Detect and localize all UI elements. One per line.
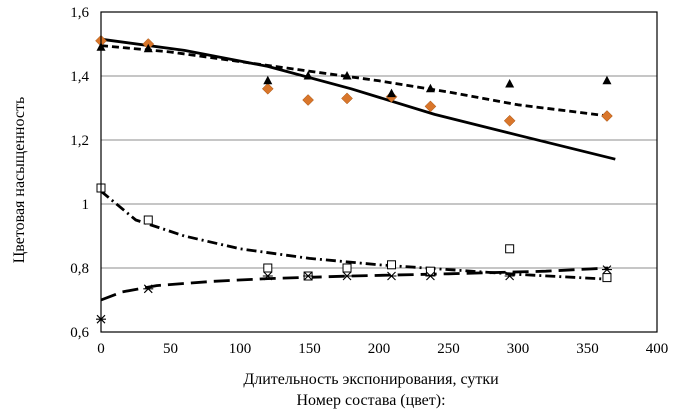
legend-title: Номер состава (цвет): <box>296 392 445 409</box>
trend-line-2 <box>100 44 609 118</box>
grid <box>101 75 657 269</box>
data-point-series-2 <box>342 71 352 80</box>
data-point-series-3 <box>143 215 153 225</box>
y-tick-label: 1,4 <box>70 69 89 85</box>
data-point-series-4 <box>425 271 436 281</box>
plot-area-frame <box>100 11 658 333</box>
data-point-series-3 <box>342 263 352 273</box>
x-tick-label: 150 <box>298 341 321 357</box>
y-tick-label: 1 <box>82 197 90 213</box>
data-point-series-2 <box>143 43 153 53</box>
data-point-series-2 <box>387 88 397 98</box>
x-tick-label: 100 <box>229 341 252 357</box>
data-point-series-4 <box>262 271 273 281</box>
data-point-series-2 <box>263 75 273 85</box>
data-point-series-1 <box>424 100 437 113</box>
x-tick-label: 250 <box>437 341 460 357</box>
y-tick-label: 0,8 <box>70 261 89 277</box>
x-tick-label: 350 <box>576 341 599 357</box>
x-tick-label: 50 <box>163 341 178 357</box>
data-point-series-2 <box>425 83 435 93</box>
trend-line-4 <box>100 266 609 302</box>
data-point-series-1 <box>302 94 314 106</box>
x-tick-label: 0 <box>97 341 105 357</box>
x-tick-label: 400 <box>646 341 669 357</box>
data-point-series-3 <box>387 260 397 270</box>
data-point-series-1 <box>601 110 613 122</box>
data-point-series-1 <box>261 82 274 95</box>
data-point-series-1 <box>503 114 516 127</box>
data-point-series-4 <box>143 284 154 294</box>
data-point-series-2 <box>505 79 515 88</box>
data-point-series-4 <box>303 271 314 281</box>
data-point-series-4 <box>601 265 612 274</box>
data-point-series-2 <box>602 75 612 85</box>
data-point-series-4 <box>342 271 353 281</box>
data-point-series-2 <box>303 71 313 80</box>
y-axis-title: Цветовая насыщенность <box>11 97 28 264</box>
data-point-series-3 <box>425 266 435 276</box>
data-point-series-4 <box>386 271 397 281</box>
tick-labels: 0 50 100 150 200 250 300 350 400 0,6 0,8 1 1,2 1,4 1,6 <box>70 5 668 357</box>
data-point-series-4 <box>504 271 515 281</box>
data-point-series-1 <box>341 92 353 105</box>
y-tick-label: 0,6 <box>70 325 89 341</box>
data-point-series-3 <box>602 273 612 283</box>
data-point-series-3 <box>505 244 515 254</box>
trend-line-1 <box>100 37 616 161</box>
data-point-series-3 <box>263 263 273 273</box>
y-tick-label: 1,6 <box>70 5 89 21</box>
x-tick-label: 200 <box>368 341 391 357</box>
x-axis-title: Длительность экспонирования, сутки <box>243 371 499 388</box>
trend-lines <box>100 37 616 302</box>
y-tick-label: 1,2 <box>70 133 89 149</box>
x-tick-label: 300 <box>507 341 530 357</box>
